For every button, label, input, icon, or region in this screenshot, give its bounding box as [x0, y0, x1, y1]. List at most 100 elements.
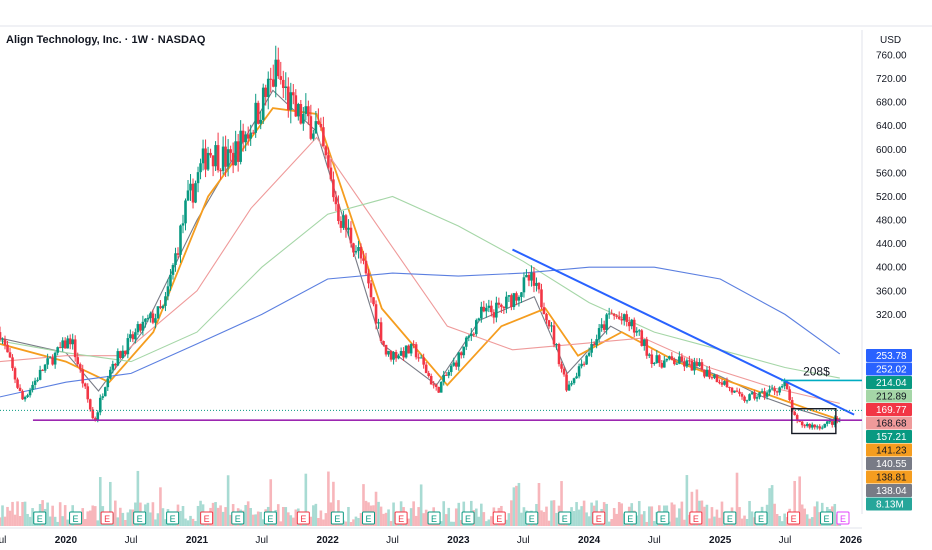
volume-bar — [382, 513, 385, 526]
price-tag-label: 253.78 — [876, 351, 907, 362]
candle-body — [414, 344, 418, 358]
candle-body — [522, 277, 526, 293]
price-axis: 760.00 720.00 680.00 640.00 600.00 560.00 520.… — [876, 51, 907, 321]
candle-body — [565, 374, 568, 391]
candle-body — [31, 384, 34, 390]
candle-body — [126, 338, 130, 355]
candle-body — [803, 425, 807, 427]
candle-body — [750, 392, 754, 395]
candle-body — [269, 78, 273, 80]
candle-body — [219, 170, 222, 172]
volume-bar — [317, 518, 320, 526]
candle-body — [755, 397, 759, 399]
volume-bar — [647, 506, 651, 526]
candle-body — [517, 296, 521, 301]
earnings-label: E — [660, 514, 666, 524]
earnings-marker — [263, 511, 277, 525]
volume-bar — [357, 518, 360, 526]
volume-bar — [738, 507, 741, 526]
price-tick-label: 520.00 — [876, 192, 907, 203]
candle-body — [437, 386, 440, 393]
candle-body — [304, 106, 308, 114]
candle-body — [114, 363, 117, 366]
volume-bar — [424, 509, 428, 526]
earnings-marker — [69, 511, 83, 525]
candle-body — [106, 378, 110, 388]
price-tag-label: 138.04 — [876, 486, 907, 497]
candle-body — [740, 393, 744, 397]
time-axis: Jul 2020 Jul 2021 Jul 2022 Jul 2023 Jul 2024 Jul 20… — [0, 535, 862, 546]
candle-body — [815, 426, 819, 428]
candle-body — [201, 148, 205, 164]
volume-bar — [1, 505, 4, 526]
candle-body — [693, 362, 696, 371]
candle-body — [442, 374, 446, 383]
volume-bar — [279, 521, 283, 526]
earnings-label: E — [73, 514, 79, 524]
volume-bar — [695, 489, 699, 526]
candle-body — [8, 352, 12, 358]
earnings-label: E — [840, 514, 846, 524]
candle-body — [492, 312, 496, 318]
earnings-label: E — [465, 514, 471, 524]
candle-body — [337, 204, 340, 221]
candle-body — [66, 338, 69, 349]
time-tick-label: Jul — [255, 535, 268, 546]
volume-bar — [332, 481, 335, 526]
volume-bar — [768, 488, 771, 526]
volume-bar — [482, 512, 486, 526]
volume-bars — [0, 470, 842, 526]
price-tick-label: 560.00 — [876, 168, 907, 179]
volume-bar — [577, 509, 581, 526]
volume-bar — [344, 521, 348, 526]
time-tick-label: 2021 — [186, 535, 209, 546]
earnings-marker — [166, 511, 180, 525]
volume-bar — [454, 508, 458, 526]
candle-body — [307, 106, 310, 117]
candle-body — [297, 104, 300, 117]
candle-body — [828, 421, 832, 423]
volume-bar — [710, 507, 714, 526]
volume-bar — [442, 501, 446, 526]
candle-body — [723, 381, 726, 385]
volume-bar — [773, 503, 776, 526]
volume-bar — [28, 516, 32, 526]
candle-body — [261, 87, 265, 120]
volume-bar — [650, 506, 654, 526]
candle-body — [775, 391, 779, 393]
candle-body — [299, 104, 303, 124]
candle-body — [61, 340, 64, 348]
candle-body — [224, 146, 227, 167]
candle-body — [236, 141, 240, 162]
volume-bar — [251, 514, 255, 526]
candle-body — [176, 253, 180, 255]
candle-body — [743, 396, 746, 401]
earnings-label: E — [104, 514, 110, 524]
volume-bar — [224, 507, 227, 526]
volume-bar — [244, 505, 247, 526]
candle-body — [680, 356, 684, 362]
candle-body — [520, 292, 523, 297]
volume-bar — [678, 508, 681, 526]
candle-body — [652, 362, 656, 364]
candle-body — [169, 274, 172, 287]
time-tick-label: Jul — [125, 535, 138, 546]
volume-bar — [419, 484, 423, 526]
candle-body — [763, 391, 766, 397]
earnings-marker — [461, 511, 475, 525]
candle-body — [412, 344, 415, 346]
volume-bar — [294, 509, 298, 526]
candle-body — [78, 364, 82, 370]
volume-bar — [590, 502, 593, 526]
candle-body — [387, 351, 390, 355]
volume-bar — [703, 506, 706, 526]
earnings-marker — [427, 511, 441, 525]
candle-body — [377, 322, 380, 324]
candle-body — [808, 423, 812, 428]
volume-bar — [670, 502, 674, 526]
earnings-label: E — [727, 514, 733, 524]
price-tick-label: 680.00 — [876, 98, 907, 109]
volume-bar — [582, 500, 586, 526]
candle-body — [327, 155, 330, 168]
